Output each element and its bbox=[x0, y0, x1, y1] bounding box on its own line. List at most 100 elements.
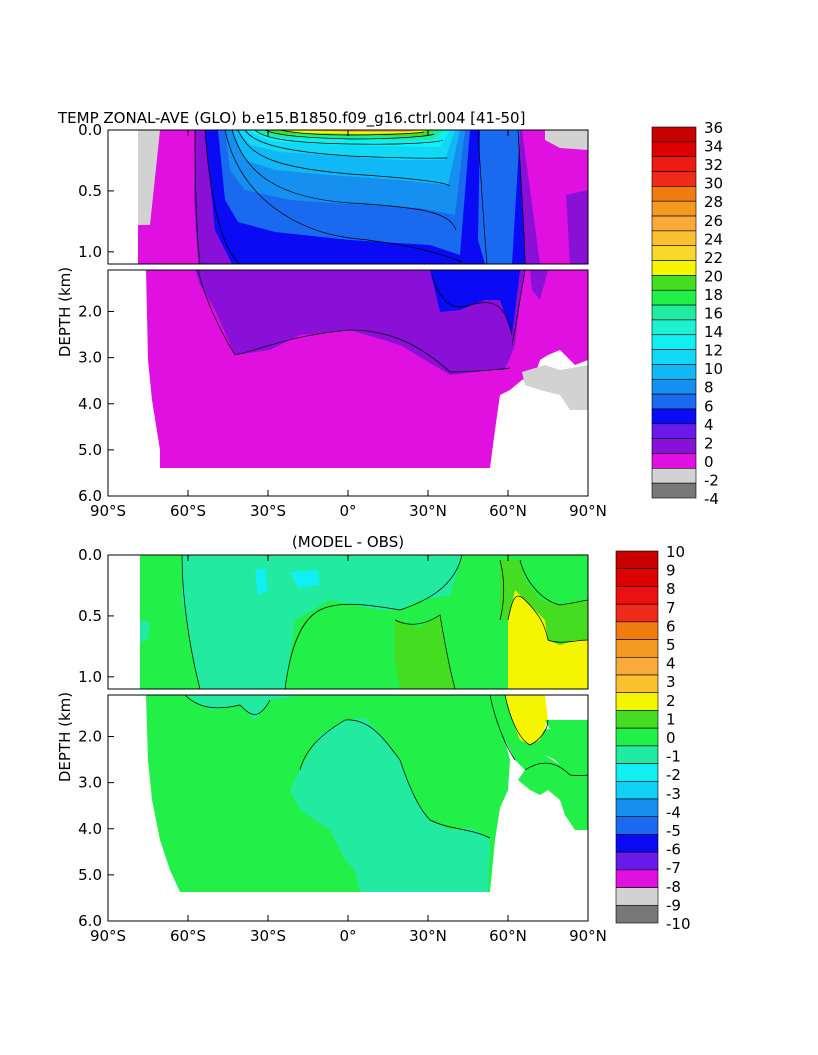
x-tick-label: 30°S bbox=[250, 927, 286, 945]
colorbar-swatch bbox=[651, 230, 697, 247]
colorbar-swatch bbox=[651, 423, 697, 439]
colorbar-swatch bbox=[615, 586, 659, 605]
temp-lower-field bbox=[108, 270, 588, 496]
colorbar-label: -4 bbox=[666, 803, 681, 821]
colorbar-swatch bbox=[615, 656, 659, 676]
x-tick-label: 90°N bbox=[569, 502, 607, 520]
y-tick-label: 2.0 bbox=[78, 303, 102, 321]
colorbar-label: -9 bbox=[666, 896, 681, 914]
diff-chart-title: (MODEL - OBS) bbox=[292, 533, 404, 551]
y-tick-label: 5.0 bbox=[78, 866, 102, 884]
colorbar-swatch bbox=[615, 621, 659, 640]
colorbar-swatch bbox=[615, 603, 659, 623]
colorbar-label: 0 bbox=[704, 453, 714, 471]
colorbar-label: 32 bbox=[704, 156, 723, 174]
temp-ylabel: DEPTH (km) bbox=[56, 267, 74, 357]
colorbar-label: 34 bbox=[704, 138, 723, 156]
colorbar-swatch bbox=[615, 834, 659, 853]
diff-ylabel: DEPTH (km) bbox=[56, 692, 74, 782]
colorbar-swatch bbox=[615, 674, 659, 694]
diff-lower-field bbox=[108, 695, 588, 921]
colorbar-swatch bbox=[651, 408, 697, 425]
colorbar-label: 0 bbox=[666, 729, 676, 747]
x-tick-label: 90°S bbox=[90, 502, 126, 520]
y-tick-label: 4.0 bbox=[78, 820, 102, 838]
colorbar-swatch bbox=[651, 200, 697, 217]
colorbar-label: 16 bbox=[704, 305, 723, 323]
colorbar-swatch bbox=[651, 393, 697, 410]
y-tick-label: 1.0 bbox=[78, 243, 102, 261]
colorbar-label: 18 bbox=[704, 286, 723, 304]
colorbar-label: 30 bbox=[704, 175, 723, 193]
diff-axis-ticks: 90°S 60°S 30°S 0° 30°N 60°N 90°N 0.0 0.5 1.0 2.0 3.… bbox=[78, 546, 607, 945]
colorbar-swatch bbox=[651, 482, 697, 499]
colorbar-label: 24 bbox=[704, 230, 723, 248]
x-tick-label: 30°S bbox=[250, 502, 286, 520]
y-tick-label: 3.0 bbox=[78, 774, 102, 792]
colorbar-label: 8 bbox=[704, 379, 714, 397]
colorbar-swatch bbox=[651, 438, 697, 454]
colorbar-swatch bbox=[651, 453, 697, 469]
colorbar-swatch bbox=[651, 126, 697, 143]
colorbar-swatch bbox=[615, 727, 659, 747]
colorbar-swatch bbox=[651, 171, 697, 187]
y-tick-label: 6.0 bbox=[78, 912, 102, 930]
x-tick-label: 60°N bbox=[489, 502, 527, 520]
colorbar-swatch bbox=[651, 260, 697, 276]
y-tick-label: 0.0 bbox=[78, 121, 102, 139]
x-tick-label: 30°N bbox=[409, 502, 447, 520]
x-tick-label: 60°S bbox=[170, 502, 206, 520]
colorbar-label: 4 bbox=[704, 416, 714, 434]
colorbar-swatch bbox=[651, 245, 697, 261]
temperature-panel: TEMP ZONAL-AVE (GLO) b.e15.B1850.f09_g16… bbox=[56, 109, 723, 520]
y-tick-label: 2.0 bbox=[78, 728, 102, 746]
temp-axis-ticks: 90°S 60°S 30°S 0° 30°N 60°N 90°N 0.0 0.5 1.0 2.0 3.… bbox=[78, 121, 607, 520]
colorbar-swatch bbox=[651, 156, 697, 172]
colorbar-label: 14 bbox=[704, 323, 723, 341]
colorbar-label: -3 bbox=[666, 785, 681, 803]
y-tick-label: 1.0 bbox=[78, 668, 102, 686]
colorbar-label: 2 bbox=[704, 434, 714, 452]
colorbar-swatch bbox=[615, 816, 659, 835]
colorbar-swatch bbox=[615, 692, 659, 711]
colorbar-swatch bbox=[651, 275, 697, 291]
colorbar-swatch bbox=[615, 780, 659, 800]
colorbar-label: -6 bbox=[666, 841, 681, 859]
x-tick-label: 60°N bbox=[489, 927, 527, 945]
colorbar-label: 8 bbox=[666, 580, 676, 598]
colorbar-label: 4 bbox=[666, 655, 676, 673]
colorbar-swatch bbox=[651, 334, 697, 350]
colorbar-swatch bbox=[651, 364, 697, 380]
colorbar-label: 7 bbox=[666, 599, 676, 617]
colorbar-swatch bbox=[615, 869, 659, 888]
colorbar-swatch bbox=[615, 568, 659, 587]
colorbar-label: -2 bbox=[704, 471, 719, 489]
x-tick-label: 60°S bbox=[170, 927, 206, 945]
colorbar-swatch bbox=[615, 550, 659, 570]
colorbar-swatch bbox=[651, 289, 697, 306]
y-tick-label: 3.0 bbox=[78, 349, 102, 367]
colorbar-label: 20 bbox=[704, 267, 723, 285]
colorbar-label: -10 bbox=[666, 915, 691, 933]
y-tick-label: 0.5 bbox=[78, 607, 102, 625]
x-tick-label: 0° bbox=[339, 927, 356, 945]
colorbar-label: 9 bbox=[666, 562, 676, 580]
colorbar-label: 10 bbox=[666, 543, 685, 561]
colorbar-label: 3 bbox=[666, 673, 676, 691]
y-tick-label: 5.0 bbox=[78, 441, 102, 459]
colorbar-label: -7 bbox=[666, 859, 681, 877]
colorbar-swatch bbox=[615, 851, 659, 871]
colorbar-swatch bbox=[651, 349, 697, 365]
x-tick-label: 30°N bbox=[409, 927, 447, 945]
y-tick-label: 0.5 bbox=[78, 182, 102, 200]
colorbar-label: 26 bbox=[704, 212, 723, 230]
colorbar-swatch bbox=[615, 904, 659, 924]
colorbar-label: 28 bbox=[704, 193, 723, 211]
colorbar-label: 36 bbox=[704, 119, 723, 137]
colorbar-label: 12 bbox=[704, 342, 723, 360]
colorbar-swatch bbox=[615, 763, 659, 782]
colorbar-swatch bbox=[615, 745, 659, 764]
colorbar-label: 1 bbox=[666, 710, 676, 728]
